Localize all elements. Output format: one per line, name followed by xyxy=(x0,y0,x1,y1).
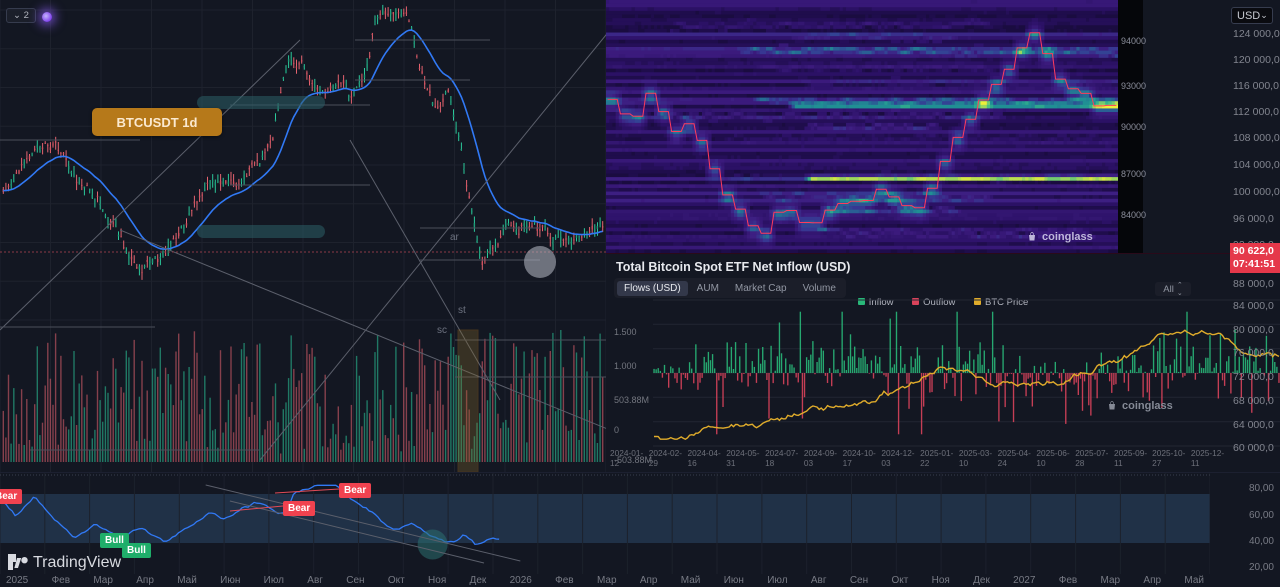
svg-text:ar: ar xyxy=(450,232,460,243)
svg-text:st: st xyxy=(458,305,466,316)
svg-text:sc: sc xyxy=(437,325,447,336)
